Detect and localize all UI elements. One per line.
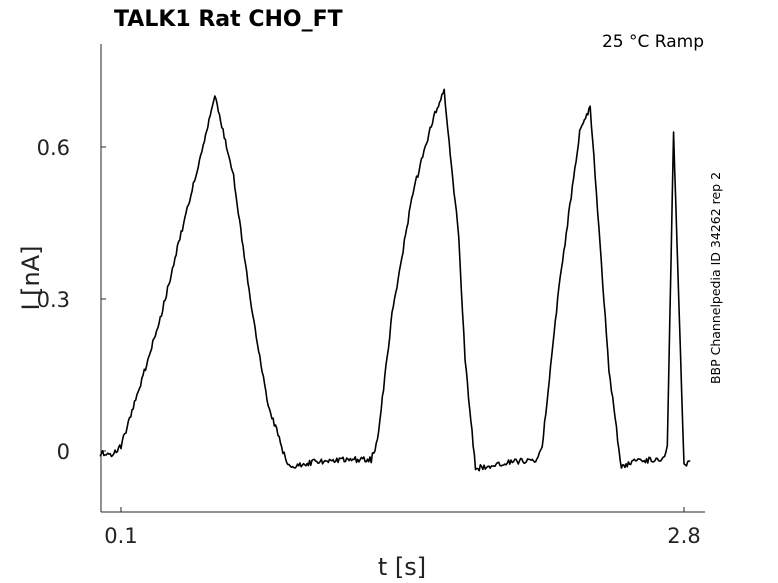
- x-tick-label: 0.1: [104, 524, 137, 548]
- chart-subtitle: 25 °C Ramp: [602, 32, 704, 52]
- x-axis-label: t [s]: [378, 553, 426, 581]
- x-ticks: 0.1 2.8: [104, 507, 700, 548]
- y-tick-label: 0.6: [37, 136, 70, 160]
- current-trace-line: [100, 89, 690, 470]
- channelpedia-note: BBP Channelpedia ID 34262 rep 2: [708, 172, 723, 384]
- y-axis-label: I [nA]: [17, 245, 45, 310]
- y-tick-label: 0: [57, 440, 70, 464]
- x-tick-label: 2.8: [667, 524, 700, 548]
- y-ticks: 00.30.6: [37, 136, 106, 464]
- chart-title: TALK1 Rat CHO_FT: [114, 7, 343, 32]
